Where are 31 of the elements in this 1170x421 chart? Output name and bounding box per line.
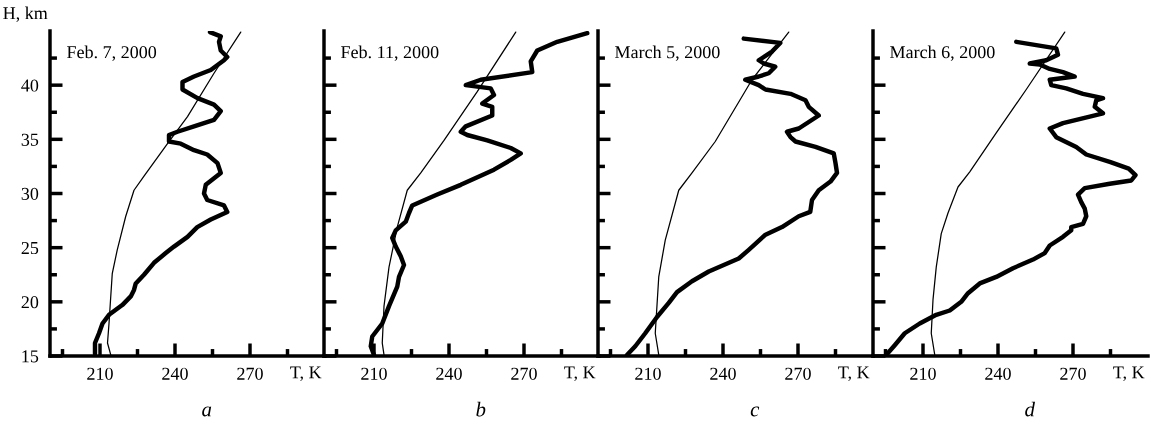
x-axis-title: T, K bbox=[290, 366, 322, 382]
y-tick-label: 25 bbox=[21, 241, 39, 255]
x-tick-label: 210 bbox=[635, 367, 661, 380]
text: c bbox=[750, 406, 760, 417]
x-axis-title: T, K bbox=[838, 366, 870, 382]
x-tick-label: 210 bbox=[361, 367, 387, 380]
text: d bbox=[1025, 401, 1036, 417]
y-tick-label: 40 bbox=[21, 79, 39, 92]
y-axis-title: H, km bbox=[3, 6, 48, 22]
x-tick-label: 270 bbox=[237, 367, 263, 380]
x-tick-label: 240 bbox=[436, 367, 462, 380]
text: Feb. 7, 2000 bbox=[67, 45, 157, 61]
x-tick-label: 240 bbox=[162, 367, 188, 380]
x-axis-title: T, K bbox=[1113, 366, 1145, 382]
x-tick-label: 270 bbox=[1060, 367, 1086, 380]
text: a bbox=[202, 406, 212, 417]
y-tick-label: 30 bbox=[21, 187, 39, 200]
text: Feb. 11, 2000 bbox=[341, 45, 439, 61]
y-tick-label: 15 bbox=[22, 350, 39, 363]
x-tick-label: 210 bbox=[910, 367, 936, 380]
x-axis-title: T, K bbox=[564, 366, 596, 382]
x-tick-label: 270 bbox=[785, 367, 811, 380]
x-tick-label: 210 bbox=[87, 367, 113, 380]
y-tick-label: 35 bbox=[21, 133, 39, 146]
x-tick-label: 270 bbox=[511, 367, 537, 380]
y-tick-label: 20 bbox=[21, 296, 39, 309]
x-tick-label: 240 bbox=[710, 367, 736, 380]
text: March 6, 2000 bbox=[890, 45, 995, 61]
text: March 5, 2000 bbox=[615, 45, 720, 61]
text: b bbox=[476, 401, 486, 417]
x-tick-label: 240 bbox=[985, 367, 1011, 380]
